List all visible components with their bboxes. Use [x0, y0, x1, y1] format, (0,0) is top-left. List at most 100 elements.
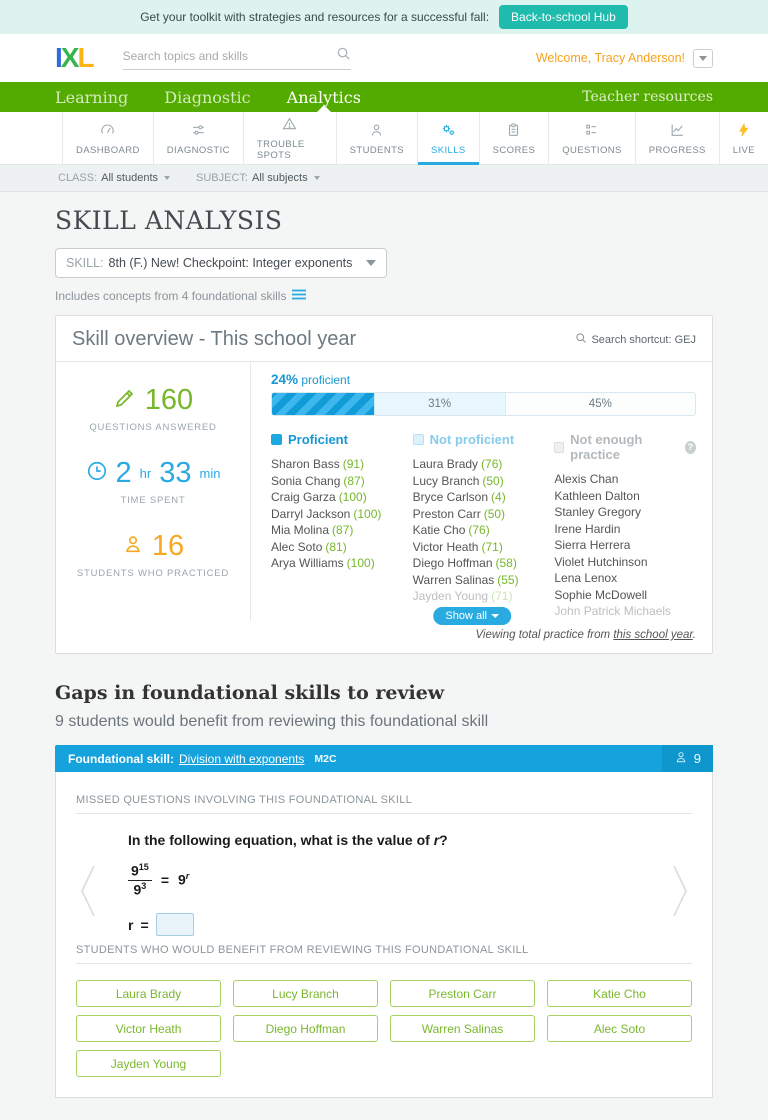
- skill-selector[interactable]: SKILL: 8th (F.) New! Checkpoint: Integer…: [55, 248, 387, 278]
- proficiency-bar: 31% 45%: [271, 392, 696, 416]
- tab-students[interactable]: STUDENTS: [337, 112, 419, 164]
- nav-analytics[interactable]: Analytics: [287, 82, 361, 112]
- list-item[interactable]: John Patrick Michaels: [554, 604, 672, 618]
- person-icon: [674, 750, 688, 767]
- list-item[interactable]: Kathleen Dalton: [554, 488, 640, 503]
- stats-column: 160 QUESTIONS ANSWERED 2 hr 33 min TIME …: [56, 362, 251, 621]
- list-item[interactable]: Lucy Branch (50): [412, 473, 504, 488]
- analytics-tabbar: DASHBOARD DIAGNOSTIC TROUBLE SPOTS STUDE…: [0, 112, 768, 165]
- ixl-logo[interactable]: IXL: [55, 42, 95, 73]
- logo-letter: L: [77, 42, 94, 73]
- gaps-subheading: 9 students would benefit from reviewing …: [55, 713, 489, 730]
- list-item[interactable]: Katie Cho (76): [412, 523, 490, 537]
- tab-diagnostic[interactable]: DIAGNOSTIC: [154, 112, 244, 164]
- not-enough-student-list: Alexis Chan Kathleen Dalton Stanley Greg…: [554, 471, 696, 620]
- student-icon: [368, 122, 385, 143]
- clock-icon: [86, 460, 108, 487]
- help-icon[interactable]: ?: [684, 440, 697, 454]
- clipboard-icon: [505, 122, 522, 143]
- search-icon[interactable]: [336, 46, 351, 66]
- next-question-arrow[interactable]: [670, 864, 690, 923]
- list-item[interactable]: Victor Heath (71): [412, 539, 503, 554]
- tab-skills[interactable]: SKILLS: [418, 112, 480, 165]
- foundational-skill-link[interactable]: Division with exponents: [179, 751, 305, 766]
- list-item[interactable]: Sophie McDowell: [554, 587, 648, 602]
- student-button[interactable]: Jayden Young: [76, 1050, 221, 1078]
- class-filter[interactable]: CLASS: All students: [58, 172, 171, 184]
- gauge-icon: [99, 122, 116, 143]
- bar-segment-not-proficient: 31%: [373, 393, 505, 415]
- list-icon[interactable]: [292, 289, 307, 303]
- list-item[interactable]: Jayden Young (71): [412, 589, 513, 603]
- main-content: SKILL ANALYSIS SKILL: 8th (F.) New! Chec…: [0, 192, 768, 1120]
- list-item[interactable]: Stanley Gregory: [554, 505, 642, 519]
- student-button[interactable]: Alec Soto: [547, 1015, 692, 1043]
- line-chart-icon: [669, 122, 686, 143]
- rhs-term: 9r: [178, 871, 190, 888]
- list-item[interactable]: Irene Hardin: [554, 521, 621, 536]
- foundational-skill-bar: Foundational skill: Division with expone…: [55, 745, 713, 772]
- tab-questions[interactable]: QUESTIONS: [549, 112, 636, 164]
- list-item[interactable]: Sonia Chang (87): [271, 473, 365, 488]
- foundational-skills-note: Includes concepts from 4 foundational sk…: [55, 289, 713, 303]
- account-menu-button[interactable]: [693, 48, 713, 68]
- back-to-school-hub-button[interactable]: Back-to-school Hub: [499, 5, 628, 29]
- tab-live[interactable]: LIVE: [720, 112, 768, 164]
- nav-diagnostic[interactable]: Diagnostic: [164, 87, 251, 107]
- list-item[interactable]: Darryl Jackson (100): [271, 506, 382, 521]
- proficiency-column: 24% proficient 31% 45% Proficient: [251, 362, 712, 625]
- student-button[interactable]: Katie Cho: [547, 980, 692, 1008]
- page-title: SKILL ANALYSIS: [55, 206, 283, 235]
- list-item[interactable]: Bryce Carlson (4): [412, 490, 506, 504]
- sliders-icon: [190, 122, 207, 143]
- filter-bar: CLASS: All students SUBJECT: All subject…: [0, 165, 768, 192]
- list-item[interactable]: Sierra Herrera: [554, 538, 631, 552]
- list-item[interactable]: Laura Brady (76): [412, 457, 503, 471]
- benefit-students-grid: Laura Brady Lucy Branch Preston Carr Kat…: [76, 980, 692, 1078]
- person-icon: [122, 533, 144, 560]
- bar-segment-proficient: [272, 393, 374, 415]
- list-item[interactable]: Warren Salinas (55): [412, 572, 519, 587]
- student-button[interactable]: Warren Salinas: [390, 1015, 535, 1043]
- student-button[interactable]: Diego Hoffman: [233, 1015, 378, 1043]
- subject-filter[interactable]: SUBJECT: All subjects: [196, 172, 320, 184]
- nav-learning[interactable]: Learning: [55, 87, 129, 107]
- answer-row: r =: [128, 913, 640, 937]
- answer-input[interactable]: [155, 913, 194, 937]
- tab-scores[interactable]: SCORES: [480, 112, 550, 164]
- school-year-link[interactable]: this school year: [613, 629, 693, 641]
- gaps-heading: Gaps in foundational skills to review: [55, 682, 445, 704]
- student-button[interactable]: Lucy Branch: [233, 980, 378, 1008]
- proficient-student-list: Sharon Bass (91) Sonia Chang (87) Craig Ga…: [271, 456, 413, 572]
- list-item[interactable]: Diego Hoffman (58): [412, 556, 517, 570]
- nav-teacher-resources[interactable]: Teacher resources: [582, 89, 713, 105]
- previous-question-arrow[interactable]: [78, 864, 98, 923]
- logo-letter: I: [55, 42, 63, 73]
- tab-trouble-spots[interactable]: TROUBLE SPOTS: [244, 112, 337, 164]
- student-button[interactable]: Preston Carr: [390, 980, 535, 1008]
- list-item[interactable]: Violet Hutchinson: [554, 554, 648, 569]
- list-item[interactable]: Alec Soto (81): [271, 539, 347, 554]
- tab-dashboard[interactable]: DASHBOARD: [62, 112, 154, 164]
- tab-progress[interactable]: PROGRESS: [636, 112, 720, 164]
- list-item[interactable]: Sharon Bass (91): [271, 457, 365, 471]
- legend-swatch: [412, 434, 424, 445]
- student-button[interactable]: Victor Heath: [76, 1015, 221, 1043]
- search-input[interactable]: [122, 49, 336, 63]
- legend-proficient: Proficient: [271, 432, 413, 447]
- list-item[interactable]: Alexis Chan: [554, 472, 619, 486]
- list-item[interactable]: Mia Molina (87): [271, 523, 354, 537]
- list-item[interactable]: Preston Carr (50): [412, 506, 506, 521]
- question-prompt: In the following equation, what is the v…: [128, 832, 448, 848]
- chevron-down-icon: [490, 613, 499, 618]
- question-equation: 915 93 = 9r: [128, 862, 640, 897]
- student-button[interactable]: Laura Brady: [76, 980, 221, 1008]
- gears-icon: [440, 122, 457, 143]
- chevron-down-icon: [366, 260, 376, 266]
- skill-overview-card: Skill overview - This school year Search…: [55, 315, 713, 654]
- show-all-button[interactable]: Show all: [433, 606, 511, 625]
- list-item[interactable]: Craig Garza (100): [271, 490, 367, 504]
- legend-swatch: [554, 441, 565, 453]
- list-item[interactable]: Arya Williams (100): [271, 556, 375, 570]
- list-item[interactable]: Lena Lenox: [554, 571, 618, 585]
